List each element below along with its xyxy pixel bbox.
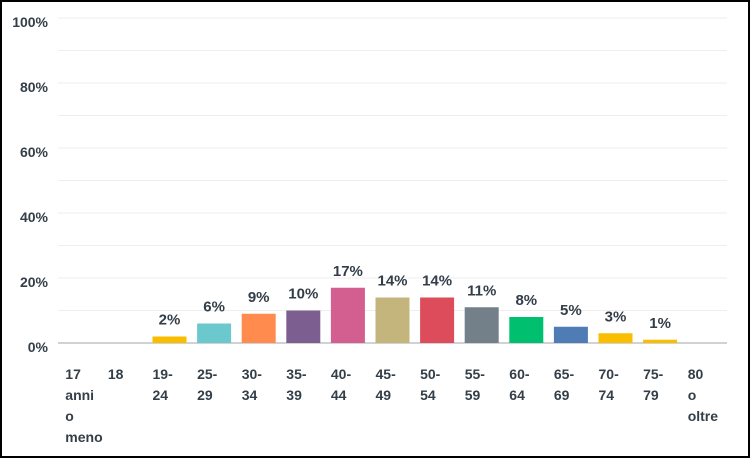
bar — [330, 287, 365, 343]
data-label: 9% — [248, 289, 270, 306]
bar — [420, 297, 455, 343]
x-tick-label: 35- — [286, 366, 307, 382]
x-tick-label: 17 — [65, 366, 81, 382]
bar — [197, 323, 232, 343]
x-tick-label: 34 — [242, 387, 258, 403]
x-tick-label: 50- — [420, 366, 441, 382]
bar — [598, 333, 633, 343]
x-tick-label: o — [688, 387, 697, 403]
x-tick-label: 19- — [153, 366, 174, 382]
x-tick-label: 55- — [465, 366, 486, 382]
y-tick-label: 100% — [12, 14, 48, 30]
x-tick-label: 74 — [599, 387, 615, 403]
x-tick-label: 79 — [643, 387, 659, 403]
x-tick-label: 69 — [554, 387, 570, 403]
x-tick-label: 18 — [108, 366, 124, 382]
x-tick-label: 80 — [688, 366, 704, 382]
data-label: 11% — [467, 282, 496, 299]
x-tick-label: oltre — [688, 408, 719, 424]
x-tick-label: o — [65, 408, 74, 424]
x-tick-label: 30- — [242, 366, 263, 382]
bar — [286, 310, 321, 343]
data-label: 17% — [333, 263, 363, 280]
bar — [643, 339, 678, 343]
bar — [241, 313, 276, 343]
data-label: 14% — [377, 273, 407, 290]
bar — [464, 307, 499, 343]
x-tick-label: 70- — [599, 366, 620, 382]
y-tick-label: 0% — [28, 339, 49, 355]
bar — [375, 297, 410, 343]
data-label: 8% — [515, 292, 537, 309]
bar — [553, 326, 588, 343]
x-tick-label: 65- — [554, 366, 575, 382]
data-label: 5% — [560, 302, 582, 319]
x-tick-label: 29 — [197, 387, 213, 403]
bar — [509, 317, 544, 343]
bar — [152, 336, 187, 343]
x-tick-label: 54 — [420, 387, 436, 403]
data-label: 10% — [288, 286, 318, 303]
data-label: 2% — [159, 312, 181, 329]
x-tick-label: 59 — [465, 387, 481, 403]
x-tick-label: 75- — [643, 366, 664, 382]
data-label: 14% — [422, 273, 452, 290]
x-tick-label: 49 — [376, 387, 392, 403]
y-tick-label: 20% — [20, 274, 49, 290]
x-tick-label: 64 — [509, 387, 525, 403]
x-tick-label: 25- — [197, 366, 218, 382]
x-tick-label: meno — [65, 429, 102, 445]
y-tick-label: 60% — [20, 144, 49, 160]
x-tick-label: 40- — [331, 366, 352, 382]
x-tick-label: 44 — [331, 387, 347, 403]
x-tick-label: 45- — [376, 366, 397, 382]
x-tick-label: anni — [65, 387, 94, 403]
data-label: 1% — [649, 315, 671, 332]
data-label: 3% — [605, 308, 627, 325]
x-tick-label: 24 — [153, 387, 169, 403]
x-tick-label: 39 — [286, 387, 302, 403]
y-tick-label: 80% — [20, 79, 49, 95]
x-tick-label: 60- — [509, 366, 530, 382]
data-label: 6% — [203, 299, 225, 316]
y-tick-label: 40% — [20, 209, 49, 225]
